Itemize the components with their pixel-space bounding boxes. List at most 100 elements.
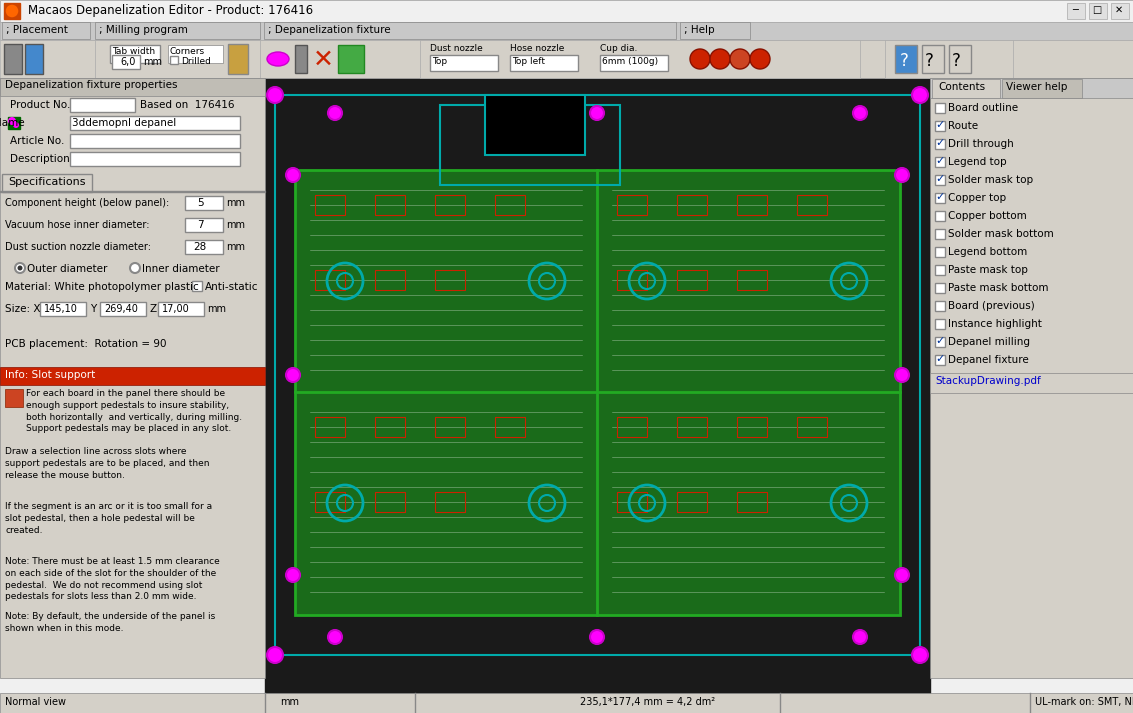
Circle shape bbox=[853, 106, 867, 120]
Text: Hose nozzle: Hose nozzle bbox=[510, 44, 564, 53]
Bar bbox=[617, 417, 647, 437]
Text: Based on  176416: Based on 176416 bbox=[140, 100, 235, 110]
Bar bbox=[170, 56, 178, 64]
Text: ✓: ✓ bbox=[935, 120, 945, 130]
Bar bbox=[191, 281, 202, 291]
Text: ✓: ✓ bbox=[935, 138, 945, 148]
Text: Paste mask bottom: Paste mask bottom bbox=[948, 283, 1048, 293]
Bar bbox=[5, 389, 23, 407]
Bar bbox=[435, 492, 465, 512]
Text: mm: mm bbox=[143, 57, 162, 67]
Circle shape bbox=[730, 49, 750, 69]
Bar bbox=[25, 44, 43, 74]
Text: Material: White photopolymer plastic: Material: White photopolymer plastic bbox=[5, 282, 198, 292]
Text: ✓: ✓ bbox=[935, 174, 945, 184]
Bar bbox=[935, 175, 945, 185]
Text: Dust suction nozzle diameter:: Dust suction nozzle diameter: bbox=[5, 242, 151, 252]
Circle shape bbox=[267, 87, 283, 103]
Bar bbox=[375, 195, 404, 215]
Text: Viewer help: Viewer help bbox=[1006, 82, 1067, 92]
Text: ✓: ✓ bbox=[935, 192, 945, 202]
Text: Note: By default, the underside of the panel is
shown when in this mode.: Note: By default, the underside of the p… bbox=[5, 612, 215, 633]
Bar bbox=[949, 45, 971, 73]
Bar bbox=[0, 22, 1133, 40]
Bar bbox=[440, 105, 620, 185]
Bar bbox=[100, 302, 146, 316]
Bar bbox=[935, 157, 945, 167]
Bar bbox=[935, 139, 945, 149]
Text: ✕: ✕ bbox=[313, 48, 334, 72]
Bar bbox=[338, 45, 364, 73]
Bar bbox=[40, 302, 86, 316]
Circle shape bbox=[710, 49, 730, 69]
Bar bbox=[796, 417, 827, 437]
Text: ; Placement: ; Placement bbox=[6, 25, 68, 35]
Bar bbox=[935, 247, 945, 257]
Bar bbox=[95, 22, 259, 39]
Bar bbox=[495, 417, 525, 437]
Bar bbox=[0, 78, 265, 96]
Text: Drill through: Drill through bbox=[948, 139, 1014, 149]
Text: mm: mm bbox=[225, 220, 245, 230]
Bar bbox=[678, 270, 707, 290]
Bar bbox=[2, 174, 92, 192]
Bar bbox=[375, 417, 404, 437]
Text: If the segment is an arc or it is too small for a
slot pedestal, then a hole ped: If the segment is an arc or it is too sm… bbox=[5, 502, 212, 535]
Bar bbox=[295, 170, 900, 615]
Bar bbox=[617, 195, 647, 215]
Text: Component height (below panel):: Component height (below panel): bbox=[5, 198, 169, 208]
Circle shape bbox=[590, 106, 604, 120]
Text: □: □ bbox=[1092, 5, 1101, 15]
Bar bbox=[315, 195, 346, 215]
Text: ─: ─ bbox=[1072, 5, 1077, 15]
Bar bbox=[935, 355, 945, 365]
Bar bbox=[935, 319, 945, 329]
Bar bbox=[1067, 3, 1085, 19]
Bar bbox=[95, 40, 259, 78]
Text: Cup dia.: Cup dia. bbox=[600, 44, 638, 53]
Circle shape bbox=[286, 168, 300, 182]
Text: Inner diameter: Inner diameter bbox=[142, 264, 220, 274]
Text: ✓: ✓ bbox=[935, 336, 945, 346]
Bar bbox=[678, 195, 707, 215]
Bar bbox=[935, 265, 945, 275]
Bar bbox=[420, 40, 860, 78]
Bar bbox=[435, 270, 465, 290]
Bar bbox=[265, 78, 930, 693]
Bar bbox=[295, 45, 307, 73]
Text: Product No.: Product No. bbox=[10, 100, 70, 110]
Bar bbox=[5, 3, 20, 19]
Text: Vacuum hose inner diameter:: Vacuum hose inner diameter: bbox=[5, 220, 150, 230]
Text: Top: Top bbox=[432, 57, 448, 66]
Text: 145,10: 145,10 bbox=[44, 304, 78, 314]
Bar bbox=[495, 195, 525, 215]
Text: Paste mask top: Paste mask top bbox=[948, 265, 1028, 275]
Bar bbox=[600, 55, 668, 71]
Text: 269,40: 269,40 bbox=[104, 304, 138, 314]
Text: Top left: Top left bbox=[512, 57, 545, 66]
Text: ?: ? bbox=[925, 52, 934, 70]
Circle shape bbox=[912, 647, 928, 663]
Bar bbox=[1002, 79, 1082, 98]
Bar bbox=[922, 45, 944, 73]
Bar bbox=[185, 218, 223, 232]
Bar bbox=[736, 195, 767, 215]
Text: ; Depanelization fixture: ; Depanelization fixture bbox=[269, 25, 391, 35]
Bar bbox=[0, 0, 1133, 22]
Text: 3ddemopnl depanel: 3ddemopnl depanel bbox=[73, 118, 177, 128]
Text: Route: Route bbox=[948, 121, 978, 131]
Circle shape bbox=[15, 263, 25, 273]
Text: 28: 28 bbox=[194, 242, 206, 252]
Circle shape bbox=[130, 263, 140, 273]
Bar bbox=[1089, 3, 1107, 19]
Text: ; Help: ; Help bbox=[684, 25, 715, 35]
Bar bbox=[510, 55, 578, 71]
Bar bbox=[157, 302, 204, 316]
Bar bbox=[228, 44, 248, 74]
Bar bbox=[1111, 3, 1128, 19]
Circle shape bbox=[912, 87, 928, 103]
Bar bbox=[375, 270, 404, 290]
Circle shape bbox=[853, 630, 867, 644]
Bar bbox=[0, 693, 1133, 713]
Text: 7: 7 bbox=[197, 220, 203, 230]
